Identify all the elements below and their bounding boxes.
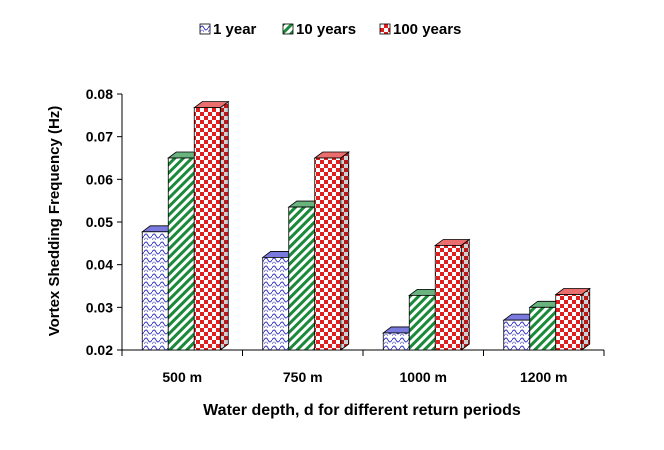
y-tick-label: 0.04: [86, 257, 113, 273]
legend-swatch: [282, 23, 294, 35]
bars: [141, 100, 591, 351]
legend: 1 year 10 years 100 years: [199, 21, 461, 38]
x-tick-label: 750 m: [283, 369, 323, 385]
y-tick-label: 0.05: [86, 214, 113, 230]
y-tick-label: 0.06: [86, 171, 113, 187]
x-axis-label: Water depth, d for different return peri…: [203, 402, 521, 419]
legend-swatch: [199, 23, 211, 35]
y-tick-label: 0.07: [86, 129, 113, 145]
y-axis-label: Vortex Shedding Frequency (Hz): [46, 106, 63, 337]
y-tick-label: 0.02: [86, 342, 113, 358]
y-tick-label: 0.03: [86, 299, 113, 315]
legend-item: 1 year: [199, 21, 257, 38]
bar: [434, 238, 471, 351]
legend-item: 100 years: [379, 21, 461, 38]
bar: [193, 100, 230, 351]
legend-label: 100 years: [393, 21, 461, 38]
x-tick-label: 500 m: [162, 369, 202, 385]
axes: 0.02 0.03 0.04 0.05 0.06 0.07 0.08 500 m 750 m 10…: [86, 86, 605, 385]
legend-swatch: [379, 23, 391, 35]
legend-item: 10 years: [282, 21, 356, 38]
x-tick-label: 1000 m: [400, 369, 447, 385]
x-tick-label: 1200 m: [520, 369, 567, 385]
legend-label: 1 year: [213, 21, 257, 38]
y-tick-label: 0.08: [86, 86, 113, 102]
legend-label: 10 years: [296, 21, 356, 38]
bar: [554, 287, 591, 351]
bar: [313, 151, 350, 351]
